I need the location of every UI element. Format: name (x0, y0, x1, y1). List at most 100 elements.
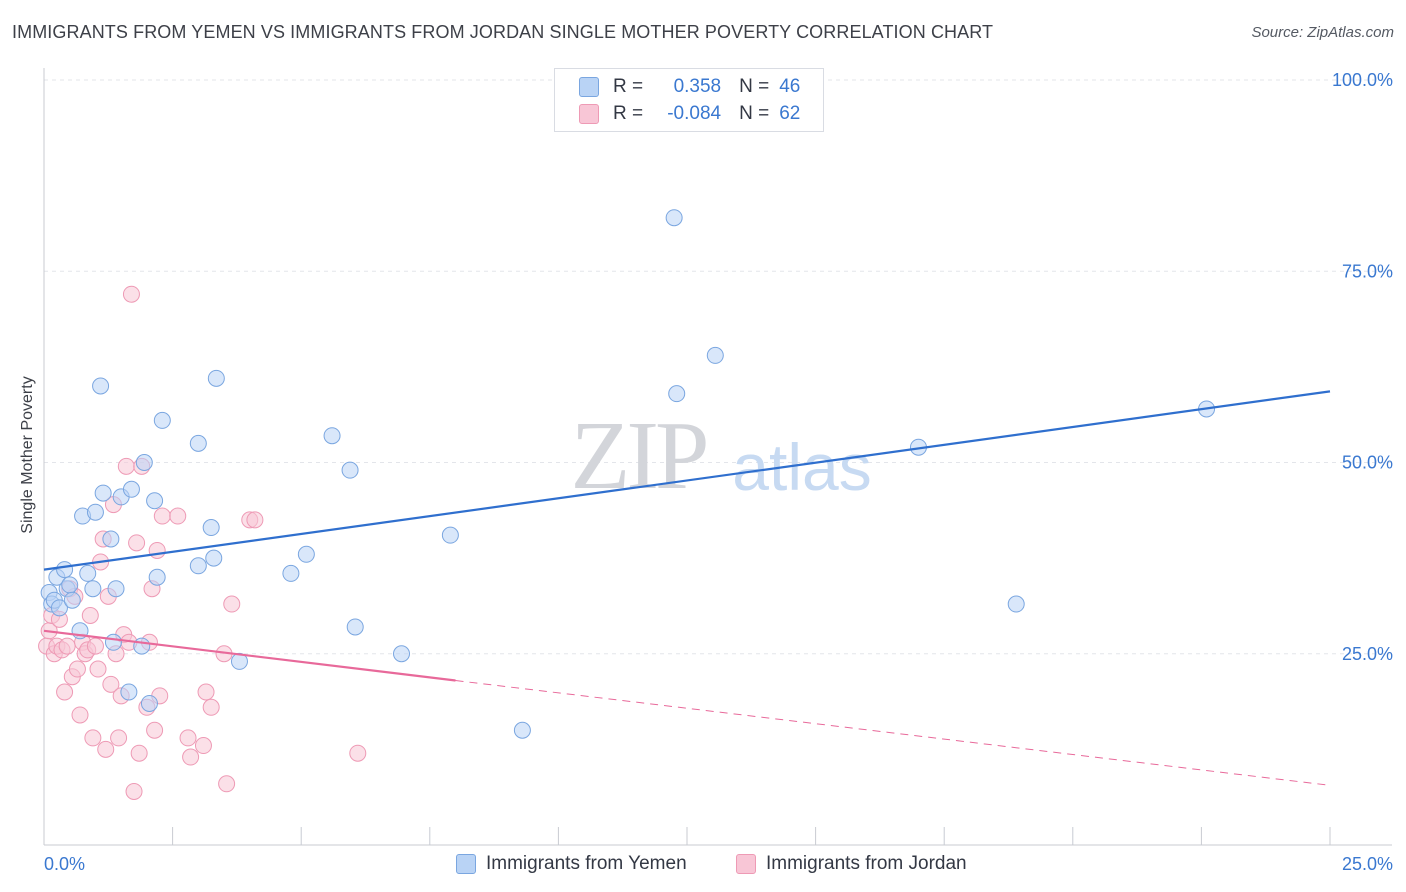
yemen-point (189, 557, 207, 575)
yemen-point (282, 564, 300, 582)
yemen-point (122, 480, 140, 498)
jordan-point (146, 721, 164, 739)
yemen-point (61, 576, 79, 594)
jordan-point (89, 660, 107, 678)
yemen-point (133, 637, 151, 655)
jordan-point (68, 660, 86, 678)
jordan-legend-swatch (736, 854, 756, 874)
yemen-point (202, 519, 220, 537)
yemen-point (50, 599, 68, 617)
legend-n-value: 62 (779, 103, 801, 124)
yemen-point (346, 618, 364, 636)
axes (43, 68, 1392, 846)
yemen-point (668, 385, 686, 403)
correlation-legend: R = 0.358 N = 46 R = -0.084 N = 62 (554, 68, 824, 132)
yemen-legend-label: Immigrants from Yemen (486, 853, 687, 874)
yemen-point (665, 209, 683, 227)
yemen-trend-line (43, 390, 1331, 571)
jordan-point (97, 740, 115, 758)
legend-r-label: R = (613, 76, 644, 97)
yemen-point (148, 568, 166, 586)
yemen-point (297, 545, 315, 563)
x-tick-label: 0.0% (44, 854, 85, 874)
yemen-point (341, 461, 359, 479)
jordan-point (148, 541, 166, 559)
y-tick-label: 25.0% (1342, 644, 1393, 664)
yemen-point (146, 492, 164, 510)
jordan-trend-line (43, 629, 456, 682)
jordan-point (202, 698, 220, 716)
yemen-point (107, 580, 125, 598)
y-tick-label: 100.0% (1332, 70, 1393, 90)
tick-labels: 25.0% 50.0% 75.0% 100.0% 0.0% 25.0% (44, 70, 1393, 874)
watermark-zip: ZIP (571, 402, 706, 510)
jordan-point (58, 637, 76, 655)
jordan-trend-line-extrapolated (455, 680, 1331, 786)
yemen-point (441, 526, 459, 544)
jordan-point (86, 637, 104, 655)
legend-n-label: N = (739, 103, 770, 124)
yemen-point (94, 484, 112, 502)
jordan-points (38, 285, 367, 800)
yemen-point (706, 346, 724, 364)
bottom-legend-jordan: Immigrants from Jordan (736, 851, 967, 877)
legend-row-yemen: R = 0.358 N = 46 (579, 75, 800, 99)
jordan-point (102, 675, 120, 693)
jordan-point (197, 683, 215, 701)
yemen-point (189, 434, 207, 452)
jordan-point (223, 595, 241, 613)
yemen-swatch (579, 77, 599, 97)
legend-n-value: 46 (779, 76, 801, 97)
yemen-point (513, 721, 531, 739)
yemen-point (63, 591, 81, 609)
bottom-legend-yemen: Immigrants from Yemen (456, 851, 687, 877)
jordan-point (246, 511, 264, 529)
yemen-point (393, 645, 411, 663)
yemen-point (1007, 595, 1025, 613)
jordan-point (349, 744, 367, 762)
yemen-point (140, 694, 158, 712)
legend-row-jordan: R = -0.084 N = 62 (579, 102, 800, 126)
yemen-point (92, 377, 110, 395)
yemen-point (120, 683, 138, 701)
jordan-point (182, 748, 200, 766)
yemen-point (56, 561, 74, 579)
y-tick-label: 50.0% (1342, 453, 1393, 473)
yemen-point (205, 549, 223, 567)
jordan-legend-label: Immigrants from Jordan (766, 853, 967, 874)
jordan-point (153, 507, 171, 525)
gridlines (44, 79, 1392, 655)
jordan-point (117, 457, 135, 475)
yemen-point (102, 530, 120, 548)
yemen-point (207, 369, 225, 387)
yemen-legend-swatch (456, 854, 476, 874)
legend-r-value: -0.084 (667, 103, 722, 124)
jordan-point (194, 737, 212, 755)
watermark-atlas: atlas (732, 430, 871, 504)
jordan-point (84, 729, 102, 747)
jordan-point (128, 534, 146, 552)
legend-n-label: N = (739, 76, 770, 97)
jordan-point (218, 775, 236, 793)
jordan-swatch (579, 104, 599, 124)
jordan-point (81, 607, 99, 624)
x-tick-label: 25.0% (1342, 854, 1393, 874)
trend-lines (43, 390, 1331, 786)
jordan-point (179, 729, 197, 747)
legend-r-label: R = (613, 103, 644, 124)
jordan-point (56, 683, 74, 701)
jordan-point (71, 706, 89, 724)
jordan-point (122, 285, 140, 303)
yemen-point (84, 580, 102, 598)
jordan-point (130, 744, 148, 762)
yemen-point (153, 411, 171, 429)
jordan-point (169, 507, 187, 525)
jordan-point (110, 729, 128, 747)
yemen-point (79, 564, 97, 582)
jordan-point (125, 782, 143, 800)
yemen-point (135, 454, 153, 471)
yemen-point (323, 427, 341, 445)
source-credit: Source: ZipAtlas.com (1251, 24, 1394, 41)
legend-r-value: 0.358 (673, 76, 722, 97)
